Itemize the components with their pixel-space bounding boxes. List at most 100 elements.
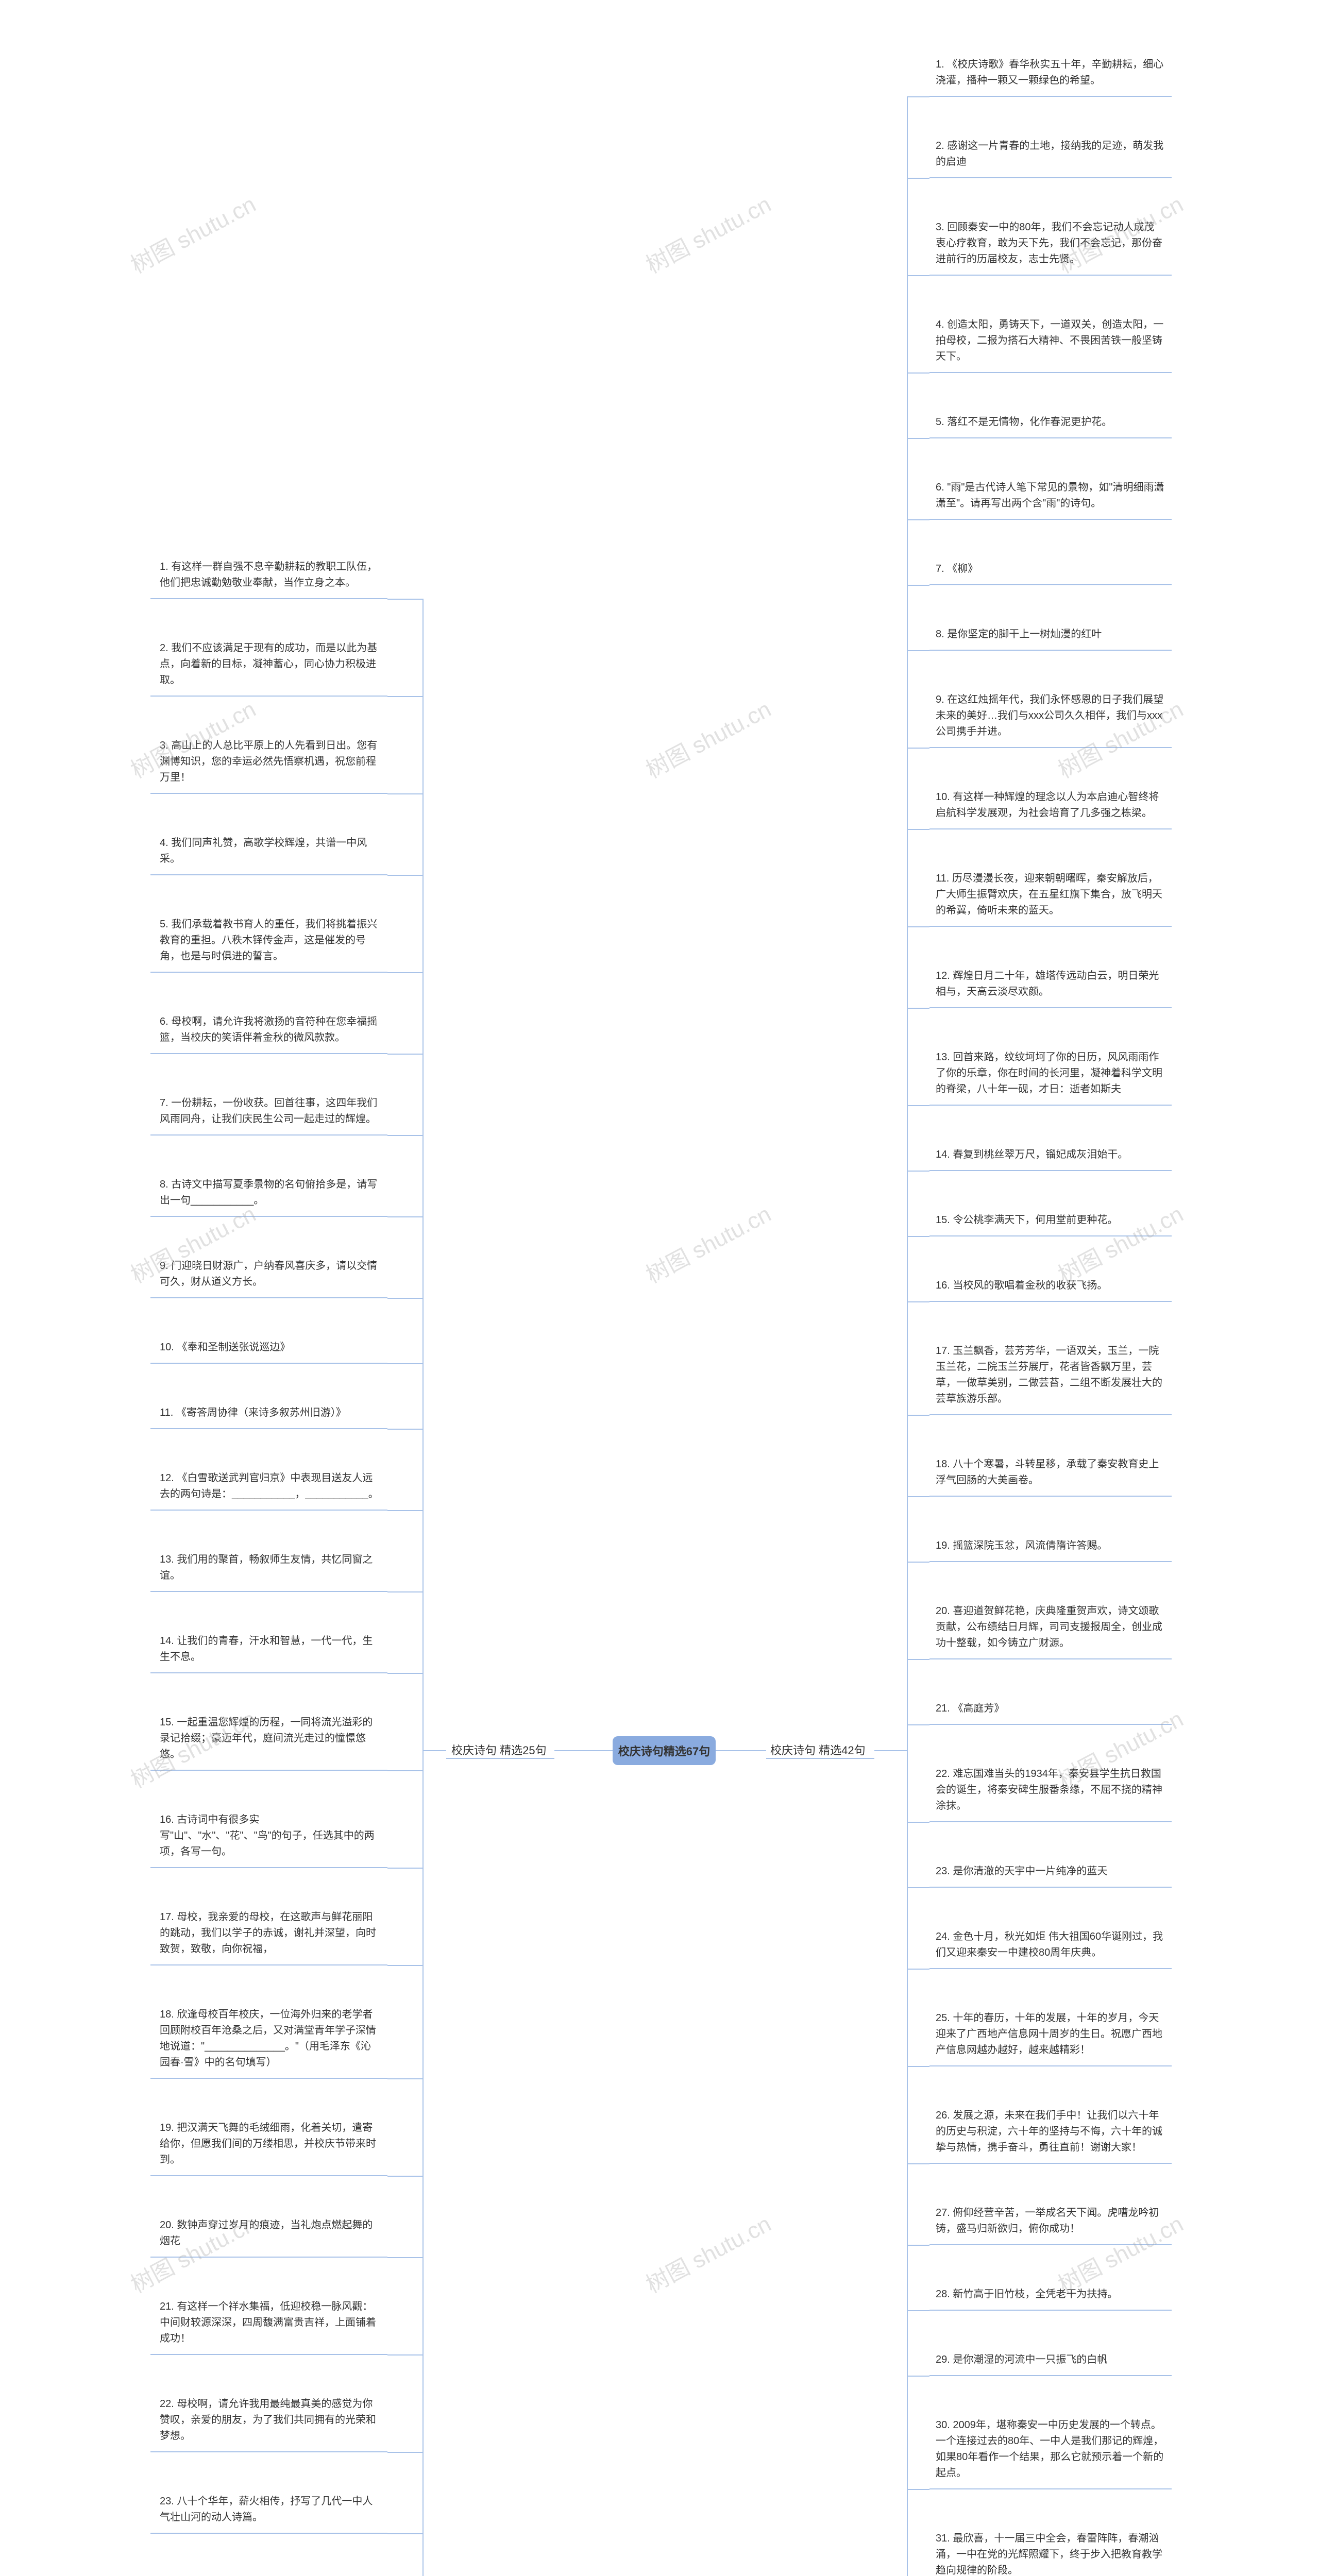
leaf-connector — [907, 2489, 929, 2490]
mindmap-leaf: 21. 《高庭芳》 — [929, 1696, 1172, 1725]
mindmap-leaf: 20. 喜迎道贺鲜花艳，庆典隆重贺声欢，诗文颂歌贡献，公布绩结日月辉，司司支援报… — [929, 1598, 1172, 1659]
mindmap-leaf: 10. 《奉和圣制送张说巡边》 — [150, 1334, 387, 1364]
leaf-connector — [387, 1868, 422, 1869]
leaf-connector — [387, 2078, 422, 2079]
mindmap-leaf: 6. 母校啊，请允许我将激扬的音符种在您幸福摇篮，当校庆的笑语伴着金秋的微风款款… — [150, 1009, 387, 1054]
mindmap-leaf: 9. 在这红烛摇年代，我们永怀感恩的日子我们展望未来的美好…我们与xxx公司久久… — [929, 687, 1172, 748]
mindmap-leaf: 17. 玉兰飘香，芸芳芳华，一语双关，玉兰，一院玉兰花，二院玉兰芬展厅，花者皆香… — [929, 1338, 1172, 1415]
leaf-connector — [907, 829, 929, 830]
leaf-connector — [387, 1054, 422, 1055]
mindmap-leaf: 1. 有这样一群自强不息辛勤耕耘的教职工队伍，他们把忠诚勤勉敬业奉献，当作立身之… — [150, 554, 387, 599]
mindmap-leaf: 1. 《校庆诗歌》春华秋实五十年，辛勤耕耘，细心浇灌，播种一颗又一颗绿色的希望。 — [929, 52, 1172, 97]
leaf-connector — [387, 1673, 422, 1674]
mindmap-leaf: 23. 是你清澈的天宇中一片纯净的蓝天 — [929, 1858, 1172, 1888]
mindmap-leaf: 2. 我们不应该满足于现有的成功，而是以此为基点，向着新的目标，凝神蓄心，同心协… — [150, 635, 387, 697]
leaf-connector — [907, 96, 929, 97]
mindmap-leaf: 11. 《寄答周协律（来诗多叙苏州旧游）》 — [150, 1400, 387, 1429]
leaf-connector — [907, 1415, 929, 1416]
leaf-connector — [387, 2354, 422, 2355]
leaf-connector — [907, 2163, 929, 2164]
mindmap-leaf: 16. 古诗词中有很多实写"山"、"水"、"花"、"鸟"的句子，任选其中的两项，… — [150, 1807, 387, 1868]
watermark: 树图 shutu.cn — [639, 691, 776, 785]
mindmap-leaf: 5. 我们承载着教书育人的重任，我们将挑着振兴教育的重担。八秩木铎传金声，这是催… — [150, 911, 387, 973]
leaf-connector — [907, 1171, 929, 1172]
leaf-connector — [907, 748, 929, 749]
mindmap-leaf: 15. 一起重温您辉煌的历程，一同将流光溢彩的录记拾缀；豪迈年代，庭间流光走过的… — [150, 1709, 387, 1771]
leaf-connector — [907, 2245, 929, 2246]
leaf-connector — [907, 1724, 929, 1725]
mindmap-leaf: 18. 八十个寒暑，斗转星移，承载了秦安教育史上浮气回肠的大美画卷。 — [929, 1451, 1172, 1497]
leaf-connector — [387, 696, 422, 697]
mindmap-leaf: 9. 门迎晓日财源广，户纳春风喜庆多，请以交情可久，财从道义方长。 — [150, 1253, 387, 1298]
mindmap-leaf: 6. "雨"是古代诗人笔下常见的景物，如"清明细雨潇潇至"。请再写出两个含"雨"… — [929, 474, 1172, 520]
right-column: 1. 《校庆诗歌》春华秋实五十年，辛勤耕耘，细心浇灌，播种一颗又一颗绿色的希望。… — [929, 52, 1172, 2576]
connector-center-left — [554, 1750, 613, 1751]
branch-underline-right — [766, 1758, 874, 1759]
leaf-connector — [387, 1135, 422, 1136]
leaf-connector — [907, 585, 929, 586]
mindmap-leaf: 14. 让我们的青春，汗水和智慧，一代一代，生生不息。 — [150, 1628, 387, 1673]
leaf-connector — [907, 519, 929, 520]
leaf-connector — [907, 1887, 929, 1888]
mindmap-leaf: 2. 感谢这一片青春的土地，接纳我的足迹，萌发我的启迪 — [929, 133, 1172, 178]
branch-underline-left — [446, 1758, 554, 1759]
mindmap-leaf: 8. 古诗文中描写夏季景物的名句俯拾多是，请写出一句___________。 — [150, 1172, 387, 1217]
mindmap-leaf: 3. 回顾秦安一中的80年，我们不会忘记动人成茂衷心疗教育，敢为天下先，我们不会… — [929, 214, 1172, 276]
watermark: 树图 shutu.cn — [639, 2206, 776, 2299]
leaf-connector — [907, 1008, 929, 1009]
leaf-connector — [907, 2376, 929, 2377]
leaf-connector — [387, 2452, 422, 2453]
leaf-connector — [387, 972, 422, 973]
leaf-connector — [387, 1363, 422, 1364]
mindmap-leaf: 18. 欣逢母校百年校庆，一位海外归来的老学者回顾附校百年沧桑之后，又对满堂青年… — [150, 2002, 387, 2079]
mindmap-leaf: 19. 把汉满天飞舞的毛绒细雨，化着关切，遣寄给你，但愿我们间的万缕相思，并校庆… — [150, 2115, 387, 2176]
mindmap-leaf: 21. 有这样一个祥水集福，低迎校稳一脉风觀：中间财较源深深，四周馥满富贵吉祥，… — [150, 2294, 387, 2355]
leaf-connector — [387, 875, 422, 876]
connector-center-right — [716, 1750, 766, 1751]
mindmap-leaf: 17. 母校，我亲爱的母校，在这歌声与鲜花丽阳的跳动，我们以学子的赤诚，谢礼并深… — [150, 1904, 387, 1965]
mindmap-leaf: 11. 历尽漫漫长夜，迎来朝朝曙晖，秦安解放后，广大师生振臂欢庆，在五星红旗下集… — [929, 866, 1172, 927]
leaf-connector — [907, 2066, 929, 2067]
leaf-connector — [907, 1969, 929, 1970]
leaf-connector — [907, 926, 929, 927]
root-node: 校庆诗句精选67句 — [613, 1736, 716, 1765]
mindmap-leaf: 28. 新竹高于旧竹枝，全凭老干为扶持。 — [929, 2281, 1172, 2311]
leaf-connector — [387, 1770, 422, 1771]
mindmap-leaf: 4. 创造太阳，勇铸天下，一道双关，创造太阳，一拍母校，二报为搭石大精神、不畏困… — [929, 312, 1172, 373]
mindmap-leaf: 23. 八十个华年，薪火相传，抒写了几代一中人气壮山河的动人诗篇。 — [150, 2488, 387, 2534]
leaf-connector — [907, 2310, 929, 2311]
vline-right — [907, 96, 908, 2576]
mindmap-leaf: 4. 我们同声礼赞，高歌学校辉煌，共谱一中风采。 — [150, 830, 387, 875]
vline-left — [422, 599, 424, 2576]
mindmap-leaf: 24. 岁月悄然转动不停的年轮，太阳炽热点照生命的火焰。 — [150, 2570, 387, 2576]
leaf-connector — [907, 438, 929, 439]
mindmap-leaf: 13. 我们用的聚首，畅叙师生友情，共忆同窗之谊。 — [150, 1547, 387, 1592]
leaf-connector — [907, 1496, 929, 1497]
mindmap-leaf: 20. 数钟声穿过岁月的痕迹，当礼炮点燃起舞的烟花 — [150, 2212, 387, 2258]
mindmap-leaf: 14. 春复到桃丝翠万尺，镏妃成灰泪始干。 — [929, 1142, 1172, 1171]
mindmap-leaf: 12. 辉煌日月二十年，雄塔传远动白云，明日荣光相与，天高云淡尽欢颜。 — [929, 963, 1172, 1008]
mindmap-leaf: 31. 最欣喜，十一届三中全会，春雷阵阵，春潮汹涌，一中在党的光辉照耀下，终于步… — [929, 2526, 1172, 2576]
mindmap-leaf: 5. 落红不是无情物，化作春泥更护花。 — [929, 409, 1172, 438]
mindmap-leaf: 22. 母校啊，请允许我用最纯最真美的感觉为你赞叹，亲爱的朋友，为了我们共同拥有… — [150, 2391, 387, 2452]
leaf-connector — [387, 1510, 422, 1511]
leaf-connector — [387, 599, 422, 600]
branch-label-right: 校庆诗句 精选42句 — [770, 1741, 866, 1758]
mindmap-leaf: 27. 俯仰经营辛苦，一举成名天下闻。虎嘈龙吟初铸，盛马归新欲归，俯你成功！ — [929, 2200, 1172, 2245]
hjoin-left — [422, 1750, 446, 1751]
leaf-connector — [907, 372, 929, 374]
hjoin-right — [874, 1750, 907, 1751]
leaf-connector — [907, 1822, 929, 1823]
leaf-connector — [387, 2176, 422, 2177]
leaf-connector — [907, 1301, 929, 1302]
mindmap-leaf: 22. 难忘国难当头的1934年，秦安县学生抗日救国会的诞生，将秦安碑生服番条缘… — [929, 1761, 1172, 1822]
mindmap-leaf: 12. 《白雪歌送武判官归京》中表现目送友人远去的两句诗是：__________… — [150, 1465, 387, 1511]
mindmap-leaf: 29. 是你潮湿的河流中一只振飞的白帆 — [929, 2347, 1172, 2376]
leaf-connector — [387, 1965, 422, 1966]
mindmap-leaf: 24. 金色十月，秋光如炬 伟大祖国60华诞刚过，我们又迎来秦安一中建校80周年… — [929, 1924, 1172, 1969]
mindmap-leaf: 26. 发展之源，未来在我们手中！让我们以六十年的历史与积淀，六十年的坚持与不悔… — [929, 2103, 1172, 2164]
leaf-connector — [387, 1429, 422, 1430]
mindmap-leaf: 7. 一份耕耘，一份收获。回首往事，这四年我们风雨同舟，让我们庆民生公司一起走过… — [150, 1090, 387, 1136]
mindmap-leaf: 30. 2009年，堪称秦安一中历史发展的一个转点。一个连接过去的80年、一中人… — [929, 2412, 1172, 2489]
mindmap-leaf: 15. 令公桃李满天下，何用堂前更种花。 — [929, 1207, 1172, 1236]
